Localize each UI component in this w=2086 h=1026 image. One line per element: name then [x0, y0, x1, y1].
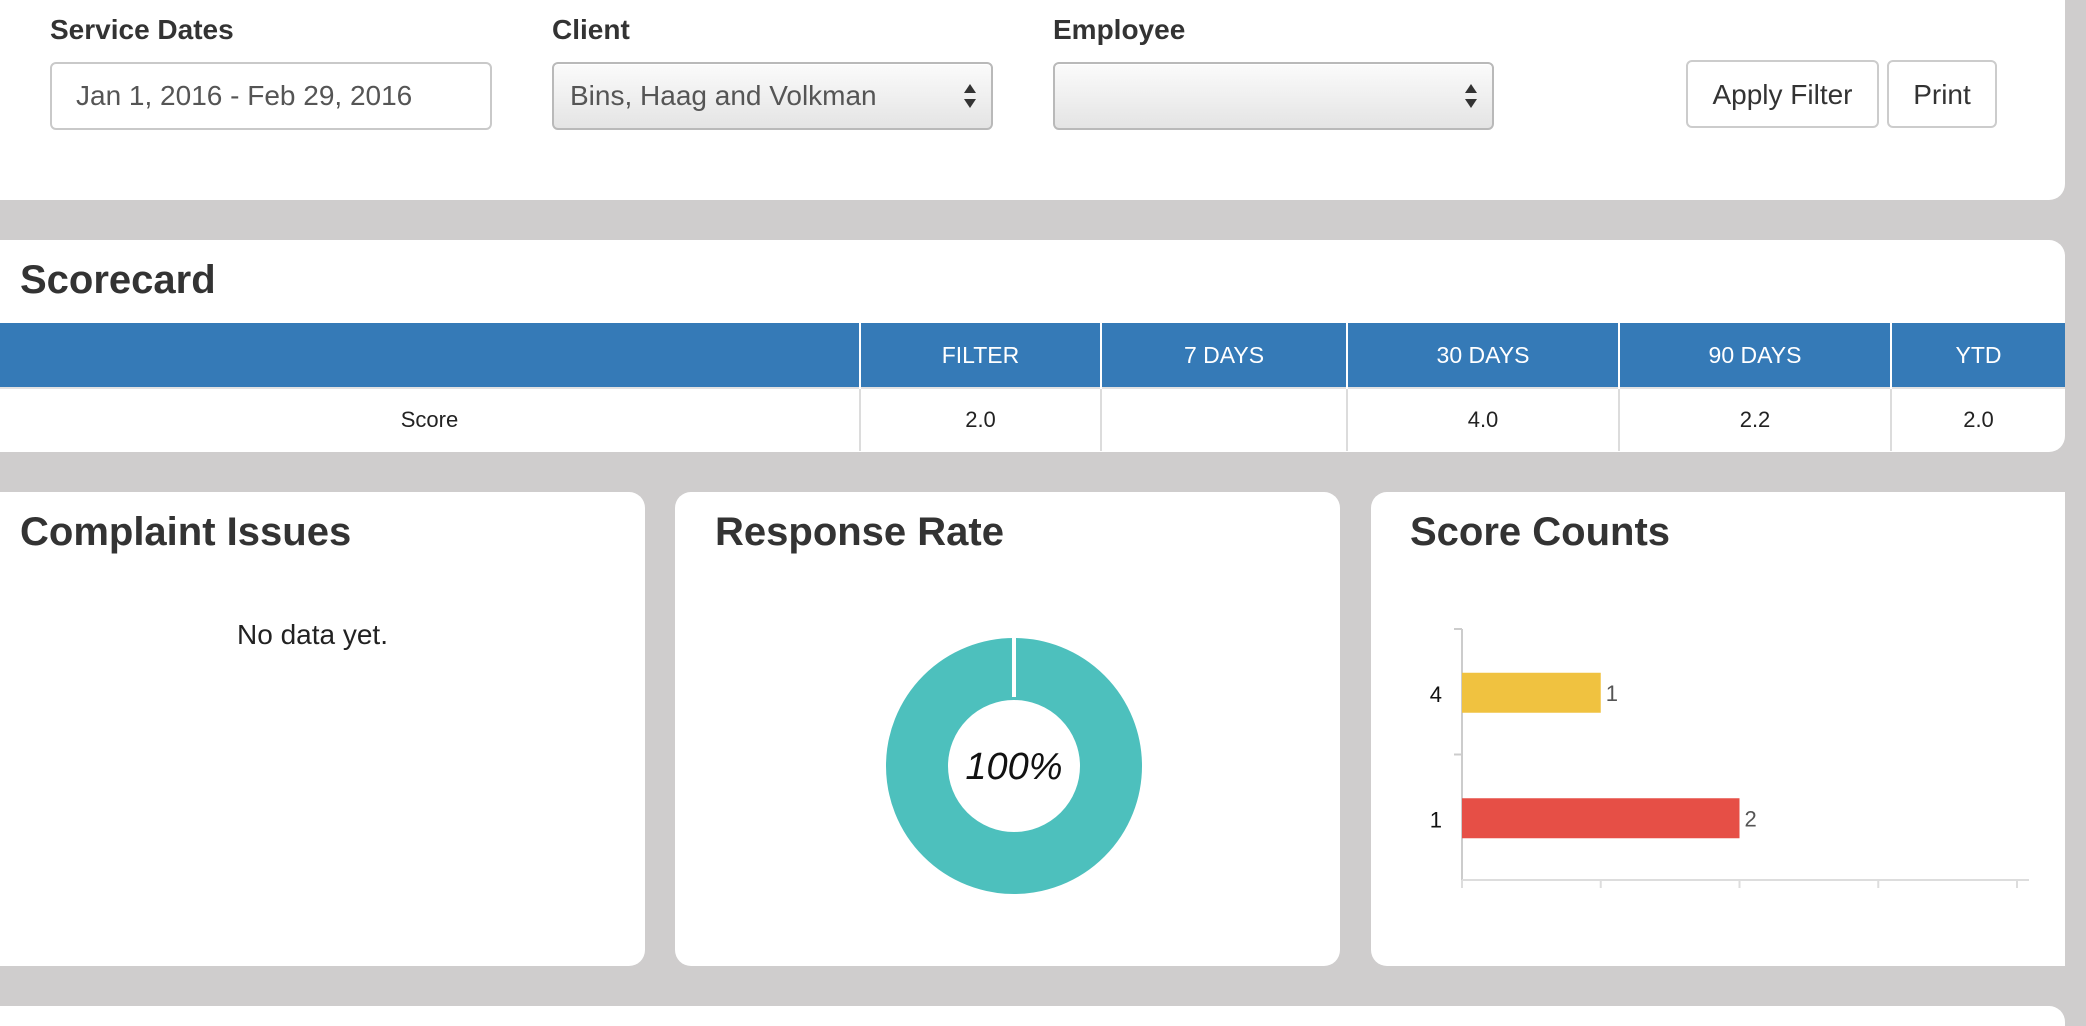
category-tick-label: 1: [1430, 807, 1442, 832]
response-rate-donut: 100%: [886, 635, 1142, 894]
employee-select[interactable]: [1053, 62, 1494, 130]
client-select[interactable]: Bins, Haag and Volkman: [552, 62, 993, 130]
score-row-label: Score: [0, 387, 861, 451]
complaint-issues-title: Complaint Issues: [20, 510, 352, 554]
scorecard-header-90-days: 90 DAYS: [1619, 323, 1892, 388]
employee-label: Employee: [1053, 14, 1186, 45]
bar-value-label: 1: [1606, 681, 1618, 706]
scorecard-panel: Scorecard FILTER 7 DAYS 30 DAYS 90 DAYS …: [0, 240, 2065, 452]
response-rate-panel: Response Rate 100%: [675, 492, 1340, 966]
score-filter-value: 2.0: [860, 387, 1102, 451]
client-select-value: Bins, Haag and Volkman: [570, 80, 877, 111]
next-panel-edge: [0, 1006, 2065, 1026]
complaint-issues-empty-message: No data yet.: [237, 619, 388, 650]
score-7-days-value: [1101, 387, 1348, 451]
bar-value-label: 2: [1745, 806, 1757, 831]
filter-panel: Service Dates Client Bins, Haag and Volk…: [0, 0, 2065, 200]
scorecard-header-ytd: YTD: [1891, 323, 2065, 388]
scorecard-table: FILTER 7 DAYS 30 DAYS 90 DAYS YTD Score …: [0, 323, 2065, 451]
apply-filter-button[interactable]: Apply Filter: [1686, 60, 1879, 128]
category-tick-label: 4: [1430, 682, 1442, 707]
score-90-days-value: 2.2: [1619, 387, 1892, 451]
bar: [1462, 798, 1740, 839]
score-counts-chart: 4 1 1 2: [1430, 628, 2029, 888]
scorecard-header-filter: FILTER: [860, 323, 1102, 388]
response-rate-title: Response Rate: [715, 510, 1004, 554]
table-row: Score 2.0 4.0 2.2 2.0: [0, 387, 2065, 451]
score-counts-panel: Score Counts 4 1 1 2: [1371, 492, 2065, 966]
scorecard-header-30-days: 30 DAYS: [1347, 323, 1620, 388]
scorecard-title: Scorecard: [20, 258, 216, 302]
score-30-days-value: 4.0: [1347, 387, 1620, 451]
scorecard-header-cell: [0, 323, 861, 388]
bar: [1462, 672, 1601, 713]
select-arrows-icon: [1465, 84, 1477, 108]
scorecard-header-7-days: 7 DAYS: [1101, 323, 1348, 388]
print-button[interactable]: Print: [1887, 60, 1997, 128]
score-counts-title: Score Counts: [1410, 510, 1671, 554]
select-arrows-icon: [964, 84, 976, 108]
service-dates-label: Service Dates: [50, 14, 234, 45]
response-rate-percent: 100%: [965, 746, 1062, 788]
complaint-issues-panel: Complaint Issues No data yet.: [0, 492, 645, 966]
client-label: Client: [552, 14, 630, 45]
service-dates-input[interactable]: [50, 62, 492, 130]
scorecard-header-row: FILTER 7 DAYS 30 DAYS 90 DAYS YTD: [0, 323, 2065, 388]
score-ytd-value: 2.0: [1891, 387, 2065, 451]
